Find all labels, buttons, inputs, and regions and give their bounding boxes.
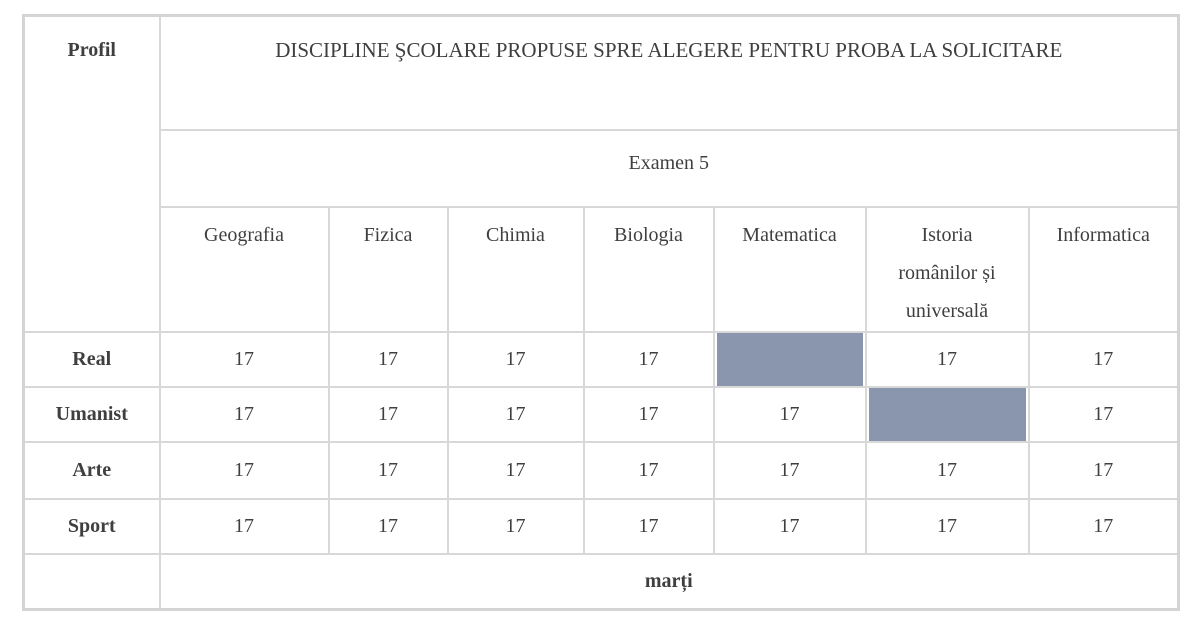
- cell-real-biologia: 17: [582, 330, 715, 388]
- cell-real-matematica-highlighted: [712, 330, 867, 388]
- row-header-real: Real: [22, 330, 161, 388]
- cell-umanist-fizica: 17: [327, 385, 449, 443]
- footer-day: marți: [158, 552, 1180, 611]
- cell-sport-matematica: 17: [712, 497, 867, 555]
- cell-real-chimia: 17: [446, 330, 585, 388]
- column-header-matematica: Matematica: [712, 205, 867, 333]
- cell-arte-matematica: 17: [712, 440, 867, 500]
- table-row: Arte 17 17 17 17 17 17 17: [22, 440, 1180, 500]
- cell-umanist-matematica: 17: [712, 385, 867, 443]
- table-row: Sport 17 17 17 17 17 17 17: [22, 497, 1180, 555]
- table-row: Umanist 17 17 17 17 17 17: [22, 385, 1180, 443]
- cell-umanist-chimia: 17: [446, 385, 585, 443]
- row-header-umanist: Umanist: [22, 385, 161, 443]
- cell-umanist-informatica: 17: [1027, 385, 1180, 443]
- column-header-biologia: Biologia: [582, 205, 715, 333]
- row-header-sport: Sport: [22, 497, 161, 555]
- exam-header: Examen 5: [158, 128, 1180, 208]
- cell-arte-informatica: 17: [1027, 440, 1180, 500]
- column-header-informatica: Informatica: [1027, 205, 1180, 333]
- cell-arte-fizica: 17: [327, 440, 449, 500]
- cell-arte-geografia: 17: [158, 440, 330, 500]
- cell-arte-biologia: 17: [582, 440, 715, 500]
- cell-umanist-biologia: 17: [582, 385, 715, 443]
- cell-sport-istoria: 17: [864, 497, 1030, 555]
- column-header-fizica: Fizica: [327, 205, 449, 333]
- cell-real-fizica: 17: [327, 330, 449, 388]
- cell-real-informatica: 17: [1027, 330, 1180, 388]
- cell-arte-chimia: 17: [446, 440, 585, 500]
- cell-sport-informatica: 17: [1027, 497, 1180, 555]
- column-header-chimia: Chimia: [446, 205, 585, 333]
- cell-umanist-geografia: 17: [158, 385, 330, 443]
- cell-sport-biologia: 17: [582, 497, 715, 555]
- cell-arte-istoria: 17: [864, 440, 1030, 500]
- cell-real-istoria: 17: [864, 330, 1030, 388]
- profil-corner-header: Profil: [22, 14, 161, 333]
- disciplines-table: Profil DISCIPLINE ŞCOLARE PROPUSE SPRE A…: [22, 14, 1181, 611]
- cell-real-geografia: 17: [158, 330, 330, 388]
- cell-sport-geografia: 17: [158, 497, 330, 555]
- column-header-istoria: Istoria românilor și universală: [864, 205, 1030, 333]
- footer-empty-cell: [22, 552, 161, 611]
- table-row: Real 17 17 17 17 17 17: [22, 330, 1180, 388]
- table-title: DISCIPLINE ŞCOLARE PROPUSE SPRE ALEGERE …: [158, 14, 1180, 131]
- cell-sport-fizica: 17: [327, 497, 449, 555]
- row-header-arte: Arte: [22, 440, 161, 500]
- column-header-geografia: Geografia: [158, 205, 330, 333]
- cell-umanist-istoria-highlighted: [864, 385, 1030, 443]
- cell-sport-chimia: 17: [446, 497, 585, 555]
